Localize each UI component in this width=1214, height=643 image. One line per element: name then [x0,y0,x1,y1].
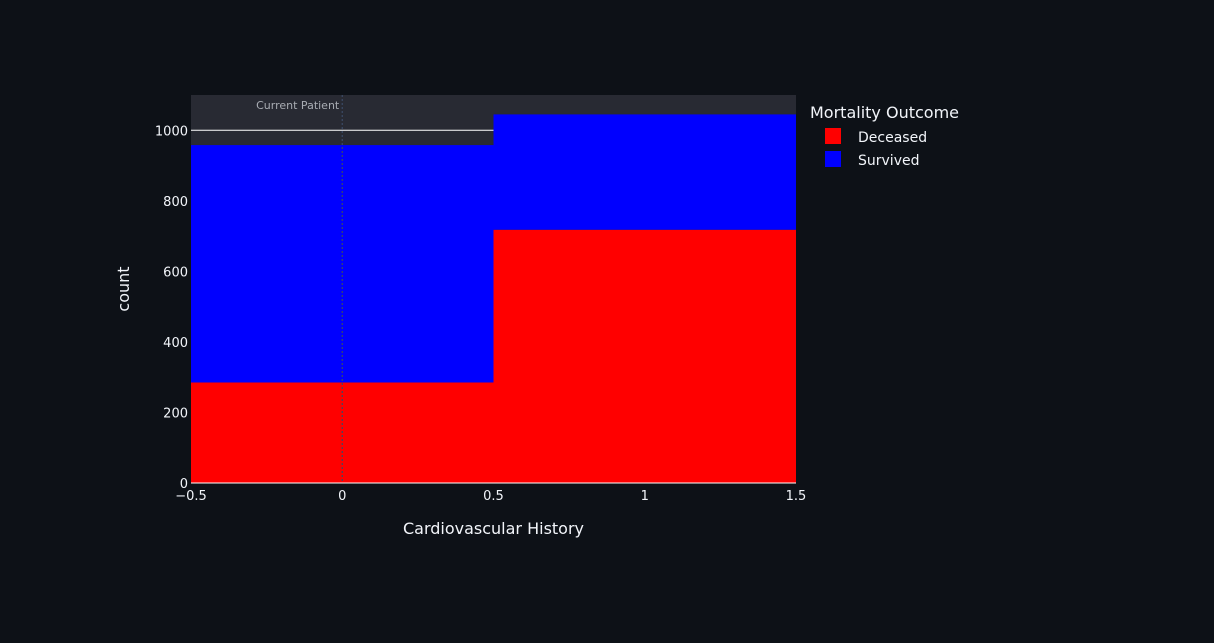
x-axis-label: Cardiovascular History [403,519,584,538]
legend-items[interactable]: Deceased Survived [825,128,927,169]
legend-swatch-deceased [825,128,841,144]
legend-swatch-survived [825,151,841,167]
legend[interactable]: Mortality Outcome Deceased Survived [810,103,959,169]
x-tick-label: 0.5 [483,489,504,504]
legend-item-deceased[interactable]: Deceased [825,128,927,146]
x-tick-label: 1 [641,489,649,504]
y-axis-label: count [114,266,133,311]
current-patient-label: Current Patient [256,99,340,112]
legend-item-survived[interactable]: Survived [825,151,919,169]
y-tick-label: 600 [163,265,188,280]
y-tick-label: 200 [163,406,188,421]
legend-label-deceased: Deceased [858,130,927,146]
legend-title: Mortality Outcome [810,103,959,122]
legend-label-survived: Survived [858,153,919,169]
x-tick-label: 1.5 [786,489,807,504]
y-tick-label: 1000 [155,124,188,139]
annotations-layer: Current Patient [191,95,494,483]
y-tick-label: 800 [163,195,188,210]
bar-survived-1 [493,114,796,230]
x-tick-label: 0 [338,489,346,504]
y-tick-label: 400 [163,336,188,351]
x-tick-label: −0.5 [175,489,207,504]
bars-layer [191,114,796,483]
bar-deceased-1 [493,229,796,483]
y-tick-label: 0 [180,477,188,492]
